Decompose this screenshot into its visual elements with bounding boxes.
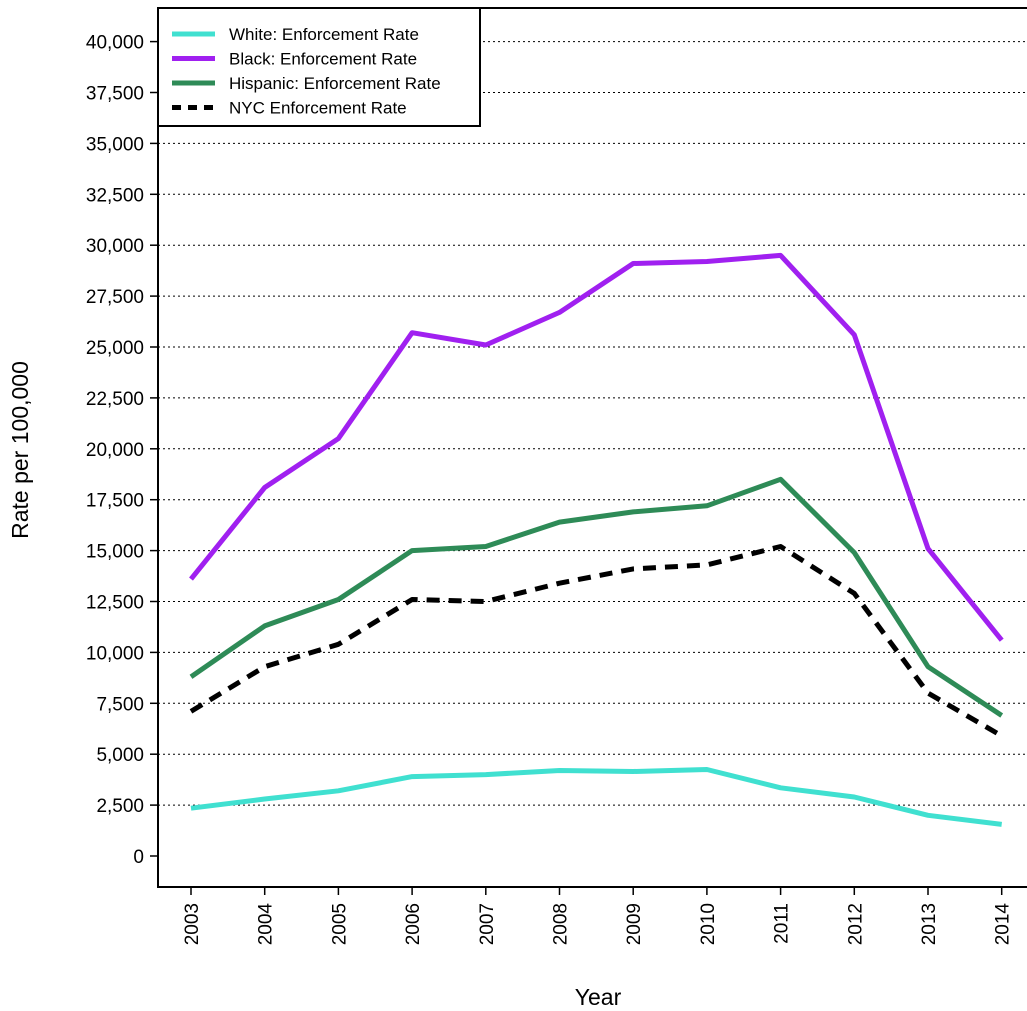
y-tick-label: 17,500 bbox=[86, 491, 144, 512]
plot-frame bbox=[157, 7, 1027, 888]
y-tick-label: 12,500 bbox=[86, 593, 144, 614]
y-tick-label: 27,500 bbox=[86, 287, 144, 308]
x-tick-label: 2008 bbox=[551, 903, 572, 945]
x-tick-label: 2004 bbox=[256, 903, 277, 946]
y-tick-label: 2,500 bbox=[96, 796, 144, 817]
y-tick-label: 7,500 bbox=[96, 694, 144, 715]
series-line bbox=[190, 767, 1003, 827]
x-tick-label: 2014 bbox=[993, 903, 1014, 946]
y-tick-label: 5,000 bbox=[96, 745, 144, 766]
legend-label: White: Enforcement Rate bbox=[229, 25, 419, 44]
x-tick-label: 2006 bbox=[403, 903, 424, 945]
gridlines bbox=[158, 41, 1027, 806]
x-tick-label: 2005 bbox=[329, 903, 350, 945]
y-tick-label: 15,000 bbox=[86, 542, 144, 563]
legend: White: Enforcement Rate Black: Enforcemen… bbox=[157, 7, 481, 127]
series-line bbox=[189, 476, 1004, 718]
series-lines bbox=[189, 252, 1004, 827]
x-tick-label: 2009 bbox=[624, 903, 645, 945]
legend-label: Black: Enforcement Rate bbox=[229, 50, 417, 69]
x-tick-label: 2007 bbox=[477, 903, 498, 945]
x-axis-title: Year bbox=[575, 984, 622, 1010]
y-tick-label: 22,500 bbox=[86, 389, 144, 410]
x-tick-label: 2012 bbox=[845, 903, 866, 945]
y-tick-label: 40,000 bbox=[86, 33, 144, 54]
series-line bbox=[189, 544, 1003, 739]
x-tick-label: 2010 bbox=[698, 903, 719, 945]
legend-label: NYC Enforcement Rate bbox=[229, 99, 407, 118]
x-tick-label: 2003 bbox=[182, 903, 203, 945]
x-tick-label: 2013 bbox=[919, 903, 940, 945]
y-tick-label: 25,000 bbox=[86, 338, 144, 359]
y-axis-title: Rate per 100,000 bbox=[7, 361, 33, 539]
y-tick-label: 35,000 bbox=[86, 134, 144, 155]
legend-label: Hispanic: Enforcement Rate bbox=[229, 74, 441, 93]
x-axis: 2003 2004 2005 2006 2007 2008 2009 2010 2011 2012… bbox=[182, 887, 1014, 945]
y-tick-label: 20,000 bbox=[86, 440, 144, 461]
y-axis: 0 2,500 5,000 7,500 10,000 12,500 15,000 17,500… bbox=[86, 33, 158, 868]
y-tick-label: 32,500 bbox=[86, 185, 144, 206]
y-tick-label: 30,000 bbox=[86, 236, 144, 257]
y-tick-label: 10,000 bbox=[86, 643, 144, 664]
y-tick-label: 0 bbox=[133, 847, 144, 868]
y-tick-label: 37,500 bbox=[86, 84, 144, 105]
series-line bbox=[189, 252, 1004, 642]
x-tick-label: 2011 bbox=[772, 903, 793, 944]
